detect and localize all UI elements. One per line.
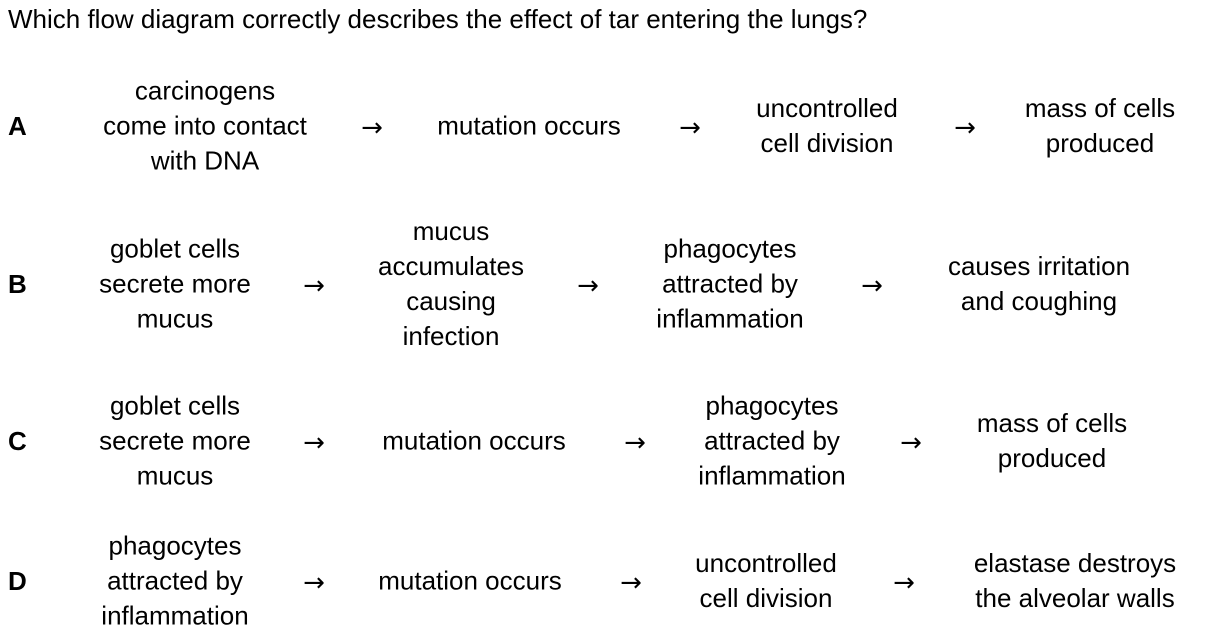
flow-step-line: mass of cells bbox=[1024, 93, 1176, 123]
flow-arrow: → bbox=[954, 113, 976, 143]
flow-step-line: mucus bbox=[136, 460, 214, 491]
flow-step-line: accumulates bbox=[378, 251, 524, 281]
flow-step-b-4: causes irritation and coughing bbox=[948, 249, 1130, 319]
flow-arrow: → bbox=[679, 113, 701, 143]
flow-step-d-4: elastase destroys the alveolar walls bbox=[974, 546, 1176, 616]
flow-step-line: goblet cells bbox=[109, 233, 241, 264]
flow-arrow: → bbox=[624, 428, 646, 458]
flow-step-c-1: goblet cells secrete more mucus bbox=[99, 389, 251, 494]
flow-step-line: the alveolar walls bbox=[975, 583, 1175, 613]
flow-step-line: goblet cells bbox=[109, 390, 241, 421]
option-letter-d: D bbox=[8, 566, 27, 596]
flow-step-d-1: phagocytes attracted by inflammation bbox=[101, 529, 248, 634]
flow-arrow: → bbox=[620, 568, 642, 598]
flow-step-c-4: mass of cells produced bbox=[977, 406, 1127, 476]
flow-step-line: mutation occurs bbox=[378, 565, 562, 596]
flow-step-line: uncontrolled bbox=[695, 548, 837, 578]
flow-step-b-2: mucus accumulates causing infection bbox=[378, 214, 524, 354]
flow-step-line: cell division bbox=[760, 128, 894, 158]
option-letter-a: A bbox=[8, 111, 27, 141]
flow-step-c-3: phagocytes attracted by inflammation bbox=[698, 389, 845, 494]
flow-step-line: produced bbox=[997, 443, 1107, 473]
flow-step-b-3: phagocytes attracted by inflammation bbox=[656, 232, 803, 337]
flow-step-line: attracted by bbox=[107, 565, 243, 596]
flow-step-line: cell division bbox=[699, 583, 833, 613]
flow-step-line: mucus bbox=[412, 216, 490, 246]
flow-step-line: phagocytes bbox=[108, 530, 242, 561]
flow-step-d-2: mutation occurs bbox=[378, 564, 562, 599]
flow-arrow: → bbox=[303, 271, 325, 301]
flow-arrow: → bbox=[303, 568, 325, 598]
flow-step-line: uncontrolled bbox=[756, 93, 898, 123]
flow-step-line: inflammation bbox=[698, 460, 846, 491]
question-text: Which flow diagram correctly describes t… bbox=[8, 4, 868, 34]
flow-step-line: inflammation bbox=[101, 600, 249, 631]
flow-step-line: mass of cells bbox=[976, 408, 1128, 438]
flow-step-line: mutation occurs bbox=[382, 425, 566, 456]
flow-step-line: attracted by bbox=[662, 268, 798, 299]
flow-step-line: phagocytes bbox=[705, 390, 839, 421]
flow-step-line: and coughing bbox=[960, 286, 1118, 316]
flow-arrow: → bbox=[900, 428, 922, 458]
flow-step-d-3: uncontrolled cell division bbox=[695, 546, 837, 616]
flow-arrow: → bbox=[361, 113, 383, 143]
flow-arrow: → bbox=[577, 271, 599, 301]
flow-arrow: → bbox=[893, 568, 915, 598]
flow-step-line: come into contact bbox=[103, 110, 307, 141]
flow-step-c-2: mutation occurs bbox=[382, 424, 566, 459]
flow-step-b-1: goblet cells secrete more mucus bbox=[99, 232, 251, 337]
flow-step-line: causes irritation bbox=[947, 251, 1131, 281]
flow-step-line: secrete more bbox=[99, 268, 251, 299]
flow-step-line: infection bbox=[402, 321, 500, 351]
option-letter-b: B bbox=[8, 269, 27, 299]
flow-step-line: mucus bbox=[136, 303, 214, 334]
flow-step-a-1: carcinogens come into contact with DNA bbox=[103, 74, 307, 179]
flow-step-line: causing bbox=[406, 286, 496, 316]
flow-arrow: → bbox=[303, 428, 325, 458]
flow-step-line: attracted by bbox=[704, 425, 840, 456]
flow-step-line: phagocytes bbox=[663, 233, 797, 264]
flow-step-line: secrete more bbox=[99, 425, 251, 456]
flow-arrow: → bbox=[861, 271, 883, 301]
flow-step-line: inflammation bbox=[656, 303, 804, 334]
flow-step-a-4: mass of cells produced bbox=[1025, 91, 1175, 161]
flow-step-line: elastase destroys bbox=[973, 548, 1177, 578]
flow-step-line: with DNA bbox=[150, 145, 260, 176]
flow-step-a-3: uncontrolled cell division bbox=[756, 91, 898, 161]
flow-step-line: produced bbox=[1045, 128, 1155, 158]
flow-step-line: carcinogens bbox=[134, 75, 276, 106]
option-letter-c: C bbox=[8, 426, 27, 456]
flow-step-a-2: mutation occurs bbox=[437, 109, 621, 144]
flow-step-line: mutation occurs bbox=[437, 110, 621, 141]
